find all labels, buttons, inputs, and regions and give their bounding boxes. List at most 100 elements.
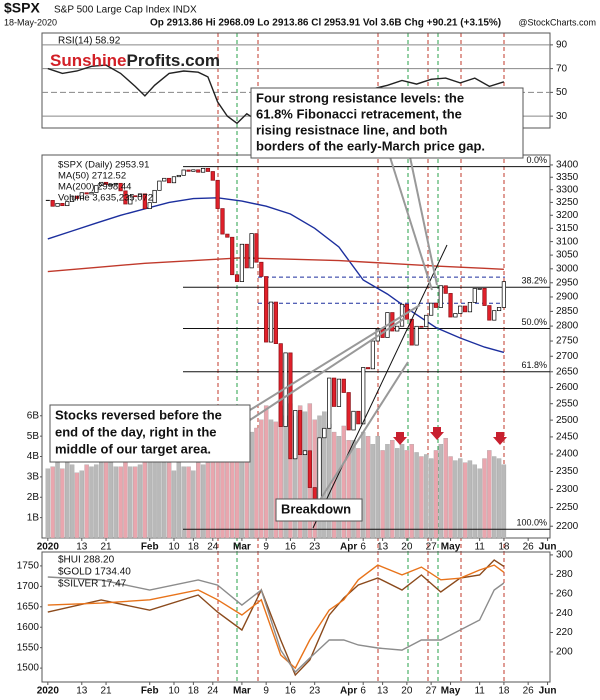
candle (327, 377, 332, 429)
panel-frame (41, 551, 551, 683)
y-tick-label: 2800 (556, 321, 579, 332)
volume-bar (50, 466, 55, 539)
callout-pointer (249, 317, 406, 421)
legend-entry: $GOLD 1734.40 (58, 567, 131, 578)
candle (487, 305, 492, 321)
volume-bar (186, 466, 191, 539)
candle (477, 288, 482, 290)
y-tick-label: 2950 (556, 277, 579, 288)
candle (472, 288, 477, 303)
candle (157, 180, 162, 191)
legend-entry: MA(200) 2998.44 (58, 182, 131, 193)
volume-bar (191, 470, 196, 539)
volume-bar (458, 458, 463, 539)
volume-bar (89, 466, 94, 539)
volume-bar (166, 462, 172, 539)
volume-bar (462, 462, 468, 539)
x-tick-label: 21 (100, 686, 112, 697)
volume-bar (404, 450, 410, 539)
y-tick-label: 1650 (17, 601, 40, 612)
candle (103, 181, 109, 185)
candle (438, 285, 443, 308)
volume-bar (448, 456, 453, 539)
candle (419, 325, 424, 328)
candle (361, 367, 366, 425)
x-tick-label: 20 (401, 542, 413, 553)
volume-bar (98, 462, 104, 539)
y-tick-label: 3000 (556, 263, 579, 274)
annotation-text: Breakdown (281, 501, 351, 516)
legend-entry: MA(50) 2712.52 (58, 171, 126, 182)
candle (249, 233, 254, 269)
x-tick-label: 21 (100, 542, 112, 553)
y2-tick-label: 240 (556, 608, 573, 619)
volume-bar (360, 431, 366, 539)
fib-label: 50.0% (521, 317, 547, 327)
volume-bar (176, 462, 182, 539)
x-tick-label: 23 (309, 542, 321, 553)
candle (147, 202, 152, 210)
volume-bar (65, 462, 70, 539)
volume-bar (108, 462, 114, 539)
candle (331, 377, 337, 407)
candle (196, 169, 201, 173)
candle (74, 195, 80, 199)
x-tick-label: 10 (168, 542, 180, 553)
candle (501, 281, 507, 308)
volume-bar (496, 458, 502, 539)
volume-bar (438, 444, 444, 539)
callout-pointer (389, 156, 433, 291)
x-tick-label: 13 (377, 686, 389, 697)
volume-bar (428, 458, 434, 539)
y-tick-label: 70 (556, 63, 568, 74)
volume-bar (302, 411, 308, 539)
y-tick-label: 3400 (556, 160, 579, 171)
candle (273, 301, 278, 344)
candle (230, 236, 235, 276)
volume-bar (472, 464, 477, 539)
candle (429, 302, 434, 316)
y2-tick-label: 220 (556, 627, 573, 638)
volume-bar (443, 438, 448, 539)
volume-bar (84, 464, 89, 539)
y-tick-label: 2650 (556, 366, 579, 377)
y-tick-label: 2200 (556, 521, 579, 532)
candle (453, 313, 458, 318)
candle (482, 288, 487, 306)
y2-tick-label: 2B (27, 492, 40, 503)
volume-bar (171, 470, 177, 539)
volume-bar (210, 458, 215, 539)
x-tick-label: May (441, 686, 461, 697)
volume-bar (482, 458, 487, 539)
y2-tick-label: 6B (27, 410, 40, 421)
y2-tick-label: 200 (556, 647, 573, 658)
x-tick-label: 27 (426, 542, 438, 553)
volume-bar (385, 444, 390, 539)
volume-bar (419, 456, 424, 539)
x-tick-label: 13 (377, 542, 389, 553)
candle (264, 276, 269, 343)
y-tick-label: 2550 (556, 398, 579, 409)
candle (186, 169, 191, 172)
annotation-text: end of the day, right in the (55, 424, 217, 439)
candle (79, 192, 84, 199)
volume-bar (346, 440, 351, 539)
candle (307, 450, 312, 488)
series-line (47, 257, 504, 273)
y-tick-label: 1750 (17, 561, 40, 572)
volume-bar (380, 450, 385, 539)
candle (395, 325, 400, 332)
y2-tick-label: 1B (27, 512, 40, 523)
candle (89, 192, 94, 195)
y-tick-label: 2900 (556, 292, 579, 303)
source: @StockCharts.com (518, 17, 596, 27)
x-tick-label: 27 (426, 686, 438, 697)
y-tick-label: 2350 (556, 466, 579, 477)
volume-bar (501, 464, 507, 539)
candle (462, 305, 468, 313)
volume-bar (351, 440, 356, 539)
volume-bar (365, 435, 371, 539)
y-tick-label: 1550 (17, 642, 40, 653)
candle (370, 340, 376, 370)
volume-bar (113, 466, 118, 539)
